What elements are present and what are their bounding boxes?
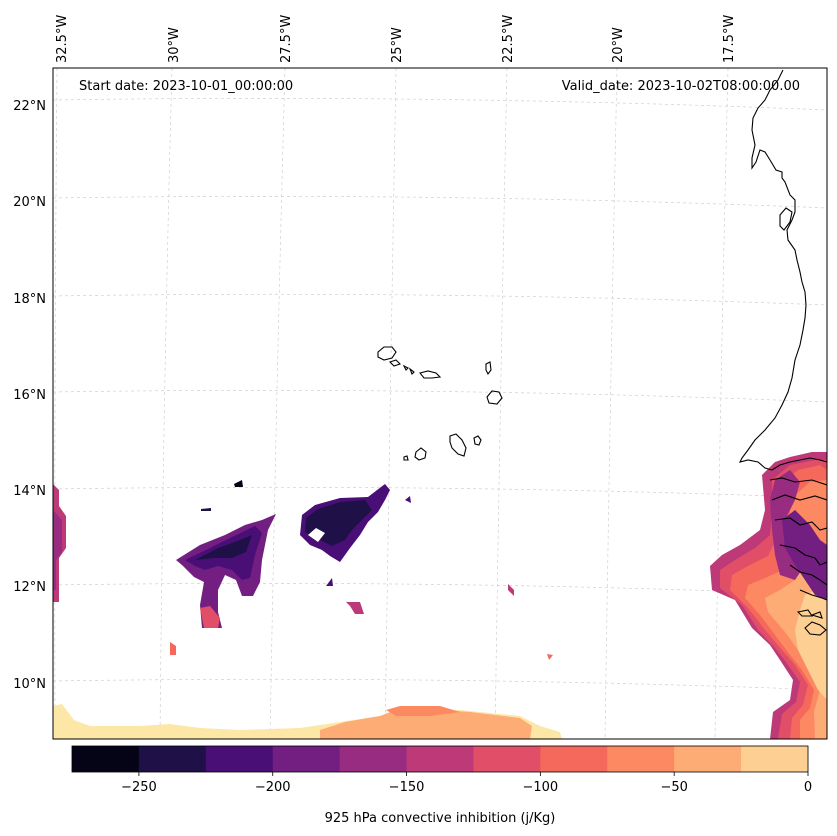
lat-label-20n: 20°N xyxy=(13,195,46,210)
cin-patch-west-core xyxy=(53,510,62,590)
colorbar-swatch xyxy=(339,746,408,772)
cin-patch-small-b xyxy=(508,584,514,596)
cape-verde-brava xyxy=(403,455,409,461)
lon-label-20w: 20°W xyxy=(611,27,626,63)
colorbar-swatch xyxy=(473,746,541,772)
lat-label-22n: 22°N xyxy=(13,99,46,114)
colorbar: −250 −200 −150 −100 −50 0 925 hPa convective … xyxy=(71,745,812,826)
cin-east-pale xyxy=(795,585,827,700)
lat-label-18n: 18°N xyxy=(13,292,46,307)
longitude-labels: 32.5°W 30°W 27.5°W 25°W 22.5°W 20°W 17.5… xyxy=(55,15,737,63)
colorbar-swatch xyxy=(741,746,809,772)
senegal-gambia-border xyxy=(769,477,827,486)
colorbar-swatch xyxy=(272,746,341,772)
cin-patch-central-a-dash xyxy=(201,508,211,511)
cin-patch-central-b-hole xyxy=(308,528,325,542)
colorbar-tick-label: −150 xyxy=(389,780,425,795)
colorbar-tick-label: 0 xyxy=(804,780,812,795)
cin-patch-small-c xyxy=(170,642,176,655)
colorbar-tick-label: −250 xyxy=(121,780,157,795)
colorbar-title: 925 hPa convective inhibition (j/Kg) xyxy=(325,811,556,826)
graticule xyxy=(53,68,827,739)
cape-verde-boa-vista xyxy=(486,390,503,405)
colorbar-swatch xyxy=(406,746,474,772)
coastal-islands xyxy=(796,609,827,636)
cin-patch-central-b-dot2 xyxy=(346,602,364,614)
cin-patch-central-b-dot xyxy=(326,578,333,586)
lat-label-16n: 16°N xyxy=(13,388,46,403)
colorbar-swatch xyxy=(607,746,675,772)
lat-label-10n: 10°N xyxy=(13,677,46,692)
cin-band-south-inner xyxy=(386,706,460,716)
colorbar-swatch xyxy=(205,746,274,772)
dakhla-peninsula xyxy=(779,207,793,231)
guinea-coast xyxy=(779,544,827,601)
cape-verde-santa-luzia xyxy=(402,364,415,375)
cape-verde-maio xyxy=(473,435,482,446)
lon-label-30w: 30°W xyxy=(167,27,182,63)
colorbar-ticks: −250 −200 −150 −100 −50 0 xyxy=(121,772,812,795)
colorbar-swatch xyxy=(138,746,207,772)
lat-label-12n: 12°N xyxy=(13,580,46,595)
cape-verde-sao-vicente xyxy=(388,359,402,367)
lon-label-22-5w: 22.5°W xyxy=(501,15,516,63)
map-panel xyxy=(53,68,827,739)
lon-label-27-5w: 27.5°W xyxy=(279,15,294,63)
cin-patch-central-a-tail xyxy=(200,606,220,628)
colorbar-swatch xyxy=(72,746,140,772)
colorbar-tick-label: −50 xyxy=(660,780,687,795)
cin-patch-small-a xyxy=(405,496,411,503)
cape-verde-santiago xyxy=(449,433,467,457)
lon-label-25w: 25°W xyxy=(390,27,405,63)
cape-verde-fogo xyxy=(414,447,427,461)
colorbar-swatch xyxy=(540,746,608,772)
latitude-labels: 22°N 20°N 18°N 16°N 14°N 12°N 10°N xyxy=(13,99,46,692)
colorbar-swatches xyxy=(72,746,809,772)
cape-verde-sal xyxy=(485,361,492,376)
cape-verde-sao-nicolau xyxy=(419,370,442,379)
africa-coastline xyxy=(738,69,827,471)
gambia-river xyxy=(771,494,827,501)
cin-patch-small-d xyxy=(547,654,553,660)
colorbar-tick-label: −200 xyxy=(255,780,291,795)
cin-band-south-mid xyxy=(320,710,532,739)
lat-label-14n: 14°N xyxy=(13,484,46,499)
coastlines xyxy=(377,69,827,636)
guinea-bissau-coast xyxy=(774,517,827,531)
map-frame xyxy=(52,67,828,740)
colorbar-swatch xyxy=(674,746,742,772)
lon-label-32-5w: 32.5°W xyxy=(55,15,70,63)
cin-patch-central-a-deep xyxy=(195,535,252,560)
cape-verde-santo-antao xyxy=(377,346,397,361)
start-date-label: Start date: 2023-10-01_00:00:00 xyxy=(79,79,293,94)
colorbar-tick-label: −100 xyxy=(523,780,559,795)
valid-date-label: Valid_date: 2023-10-02T08:00:00.00 xyxy=(562,79,800,94)
cin-patch-central-a-dot xyxy=(234,480,243,487)
colorbar-frame xyxy=(71,745,809,773)
lon-label-17-5w: 17.5°W xyxy=(722,15,737,63)
